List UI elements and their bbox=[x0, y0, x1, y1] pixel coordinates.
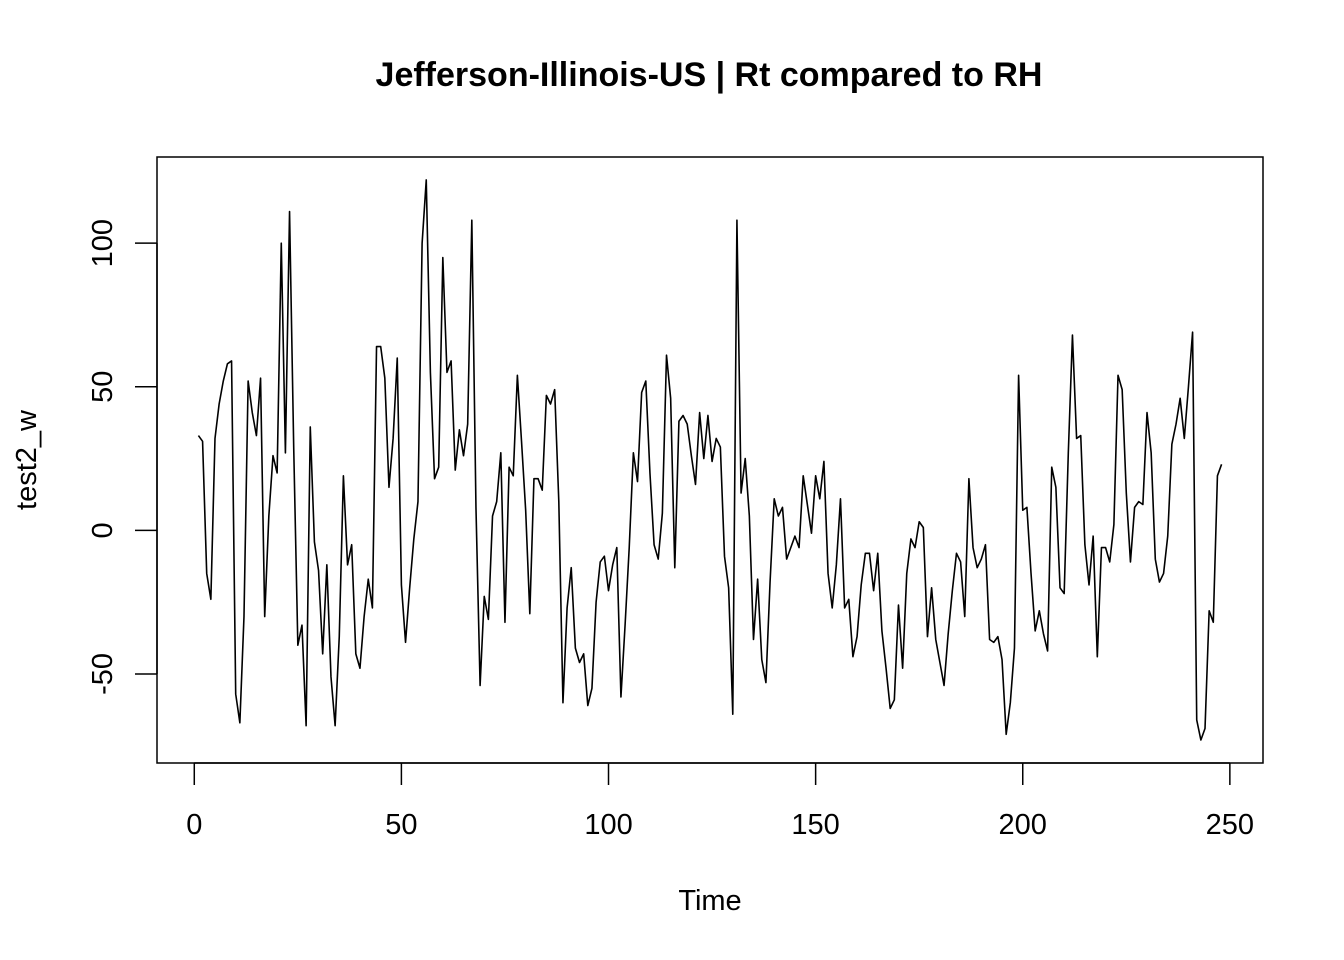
y-axis-title: test2_w bbox=[11, 409, 43, 510]
x-tick-label: 50 bbox=[385, 809, 417, 841]
y-tick-label: 0 bbox=[87, 522, 119, 538]
y-axis: -50 0 50 100 bbox=[87, 219, 158, 695]
x-axis: 0 50 100 150 200 250 bbox=[186, 762, 1254, 841]
chart-title: Jefferson-Illinois-US | Rt compared to R… bbox=[375, 56, 1043, 94]
x-tick-label: 0 bbox=[186, 809, 202, 841]
x-tick-label: 250 bbox=[1206, 809, 1254, 841]
x-tick-label: 150 bbox=[791, 809, 839, 841]
x-axis-title: Time bbox=[678, 885, 741, 917]
series-line bbox=[197, 179, 1223, 741]
y-tick-label: 50 bbox=[87, 371, 119, 403]
x-tick-label: 100 bbox=[584, 809, 632, 841]
y-tick-label: -50 bbox=[87, 653, 119, 695]
plot-frame bbox=[156, 156, 1264, 764]
y-tick-label: 100 bbox=[87, 219, 119, 267]
x-tick-label: 200 bbox=[999, 809, 1047, 841]
